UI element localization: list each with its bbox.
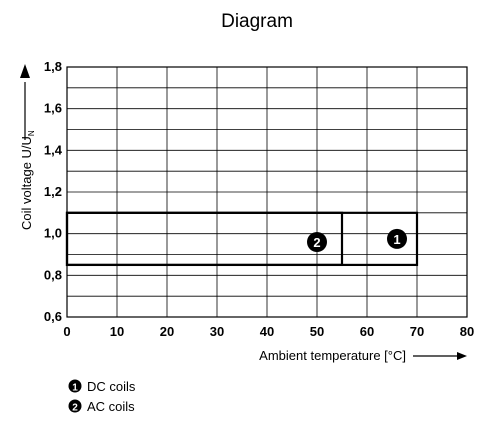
legend: 1 DC coils 2 AC coils <box>68 379 136 414</box>
x-tick-label: 30 <box>210 324 224 339</box>
region-marker-1: 1 <box>387 228 407 249</box>
region-marker-label: 2 <box>313 235 320 250</box>
x-tick-label: 20 <box>160 324 174 339</box>
operating-regions <box>65 211 419 267</box>
y-tick-label: 1,6 <box>44 101 62 116</box>
x-tick-label: 10 <box>110 324 124 339</box>
x-tick-label: 0 <box>63 324 70 339</box>
legend-marker-1: 1 <box>72 383 78 394</box>
y-tick-label: 1,0 <box>44 226 62 241</box>
region-dc-coils <box>65 211 419 267</box>
x-tick-label: 60 <box>360 324 374 339</box>
legend-item-dc-coils: 1 DC coils <box>68 379 136 394</box>
tick-labels: 0 10 20 30 40 50 60 70 80 0,6 0,8 1,0 1,2 1,4 1,6 1,8 <box>44 59 474 339</box>
chart-title: Diagram <box>221 11 293 32</box>
axes <box>66 66 468 318</box>
y-tick-label: 1,8 <box>44 59 62 74</box>
x-axis-arrow <box>413 352 467 360</box>
legend-label-ac-coils: AC coils <box>87 399 135 414</box>
legend-item-ac-coils: 2 AC coils <box>68 399 135 414</box>
x-tick-label: 40 <box>260 324 274 339</box>
y-tick-label: 0,6 <box>44 309 62 324</box>
y-axis-title-subscript: N <box>27 130 36 136</box>
grid <box>66 66 468 318</box>
y-axis-arrow <box>20 64 30 140</box>
x-axis-title: Ambient temperature [°C] <box>259 348 406 363</box>
y-axis-title: Coil voltage U/UN <box>19 130 36 230</box>
region-marker-label: 1 <box>393 232 400 247</box>
legend-label-dc-coils: DC coils <box>87 379 136 394</box>
y-tick-label: 0,8 <box>44 267 62 282</box>
region-markers: 12 <box>307 228 407 252</box>
x-tick-label: 70 <box>410 324 424 339</box>
y-tick-label: 1,2 <box>44 184 62 199</box>
region-ac-coils <box>65 211 344 267</box>
x-tick-label: 80 <box>460 324 474 339</box>
region-marker-2: 2 <box>307 232 327 252</box>
legend-marker-2: 2 <box>72 403 78 414</box>
x-tick-label: 50 <box>310 324 324 339</box>
plot-frame <box>66 66 468 318</box>
y-axis-title-main: Coil voltage U/U <box>19 136 34 230</box>
y-tick-label: 1,4 <box>44 142 63 157</box>
